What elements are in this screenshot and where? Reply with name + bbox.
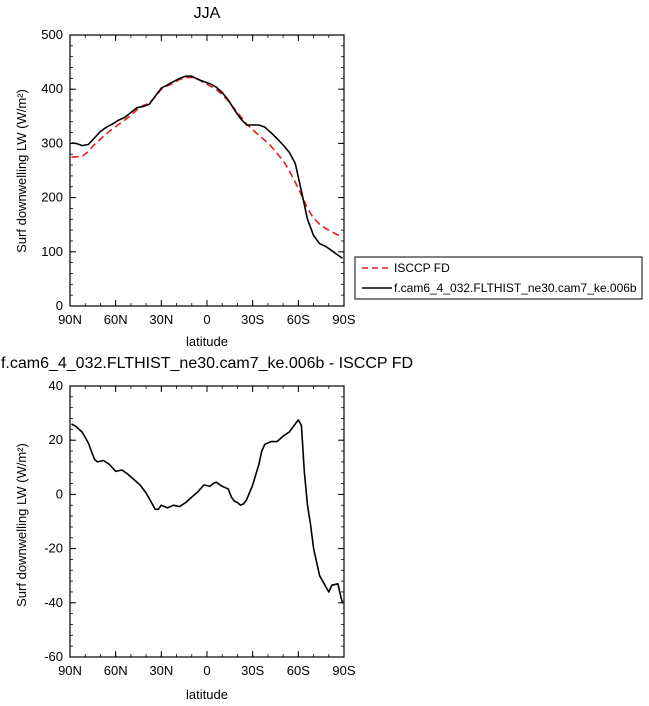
top-ytick-label: 300 xyxy=(41,135,63,150)
bottom-series-line-0 xyxy=(71,419,344,604)
bottom-xtick-label: 30S xyxy=(241,663,264,678)
top-frame xyxy=(69,34,345,307)
legend-label-cam: f.cam6_4_032.FLTHIST_ne30.cam7_ke.006b xyxy=(394,281,637,295)
top-xtick-label: 60S xyxy=(287,312,310,327)
legend-box xyxy=(354,256,643,300)
bottom-ytick-label: 0 xyxy=(56,486,63,501)
bottom-xtick-label: 60N xyxy=(104,663,128,678)
top-series-line-1 xyxy=(71,75,343,259)
top-panel: JJA Surf downwelling LW (W/m²) latitude … xyxy=(14,5,356,349)
top-ylabel: Surf downwelling LW (W/m²) xyxy=(14,89,29,253)
top-title: JJA xyxy=(194,5,221,22)
top-xlabel: latitude xyxy=(186,334,228,349)
legend: ISCCP FD f.cam6_4_032.FLTHIST_ne30.cam7_… xyxy=(354,256,643,300)
bottom-ytick-label: -20 xyxy=(44,541,63,556)
legend-label-isccp: ISCCP FD xyxy=(394,261,450,275)
top-xtick-label: 60N xyxy=(104,312,128,327)
top-series-line-0 xyxy=(71,76,343,238)
top-xtick-label: 90N xyxy=(58,312,82,327)
top-ytick-label: 400 xyxy=(41,81,63,96)
top-ylabel-text: Surf downwelling LW (W/m²) xyxy=(14,89,29,253)
bottom-xtick-label: 30N xyxy=(149,663,173,678)
top-xtick-label: 90S xyxy=(332,312,355,327)
bottom-panel: f.cam6_4_032.FLTHIST_ne30.cam7_ke.006b -… xyxy=(1,355,413,702)
top-ytick-label: 0 xyxy=(56,298,63,313)
bottom-ylabel-text: Surf downwelling LW (W/m²) xyxy=(14,443,29,607)
top-ytick-label: 500 xyxy=(41,27,63,42)
bottom-plot-area: 90N 60N 30N 0 30S 60S 90S -60 -40 -20 0 20 40 xyxy=(44,378,356,678)
top-ytick-label: 200 xyxy=(41,190,63,205)
bottom-xtick-label: 90S xyxy=(332,663,355,678)
bottom-xlabel: latitude xyxy=(186,687,228,702)
bottom-ytick-label: 40 xyxy=(49,378,63,393)
bottom-xtick-label: 0 xyxy=(203,663,210,678)
top-xtick-label: 0 xyxy=(203,312,210,327)
top-ytick-label: 100 xyxy=(41,244,63,259)
bottom-ytick-label: 20 xyxy=(49,432,63,447)
top-xtick-label: 30N xyxy=(149,312,173,327)
bottom-frame xyxy=(69,385,345,658)
bottom-ytick-label: -60 xyxy=(44,649,63,664)
top-plot-area: 90N 60N 30N 0 30S 60S 90S 0 100 200 300 400 500 xyxy=(41,27,356,327)
bottom-xtick-label: 60S xyxy=(287,663,310,678)
bottom-ytick-label: -40 xyxy=(44,595,63,610)
bottom-xtick-label: 90N xyxy=(58,663,82,678)
bottom-ylabel: Surf downwelling LW (W/m²) xyxy=(14,443,29,607)
bottom-title: f.cam6_4_032.FLTHIST_ne30.cam7_ke.006b -… xyxy=(1,355,413,372)
top-xtick-label: 30S xyxy=(241,312,264,327)
